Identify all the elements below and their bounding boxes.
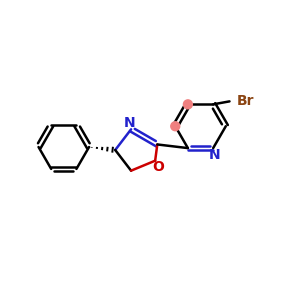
Text: O: O <box>152 160 164 174</box>
Circle shape <box>171 122 180 131</box>
Text: N: N <box>209 148 220 162</box>
Text: N: N <box>124 116 135 130</box>
Circle shape <box>183 100 192 109</box>
Text: Br: Br <box>236 94 254 108</box>
